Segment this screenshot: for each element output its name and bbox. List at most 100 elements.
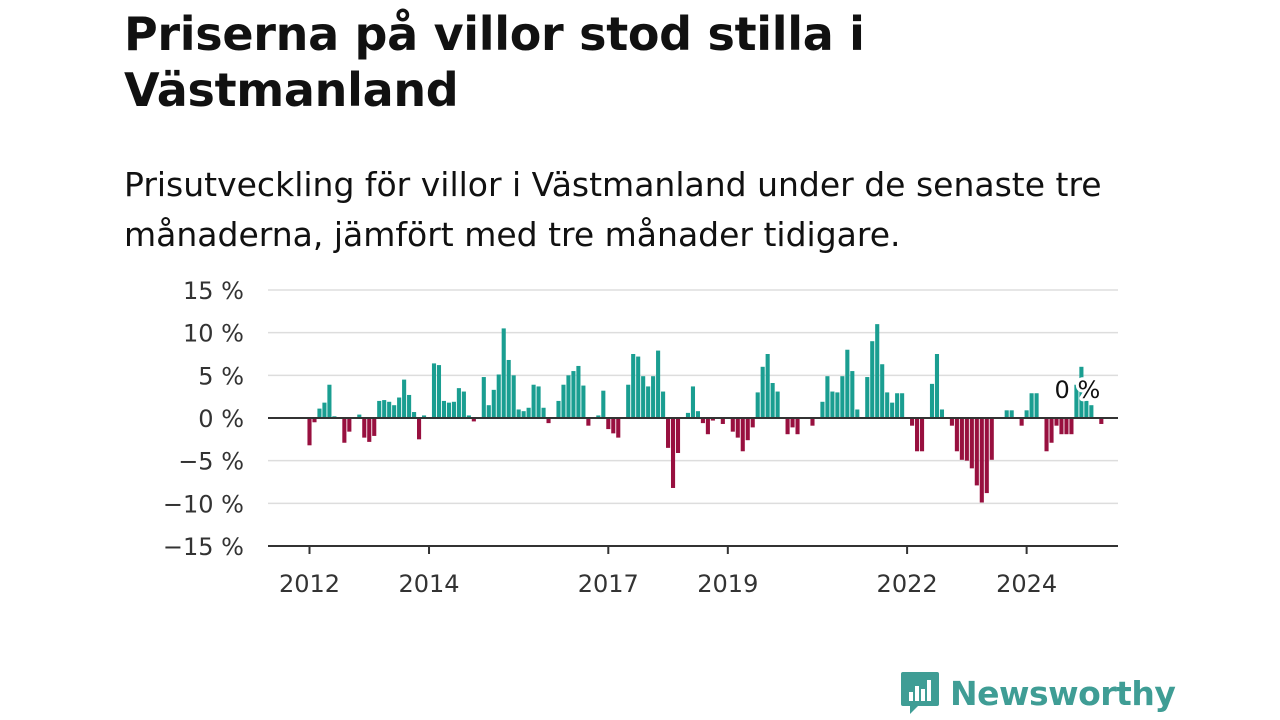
bar [367, 418, 372, 442]
bar [436, 365, 442, 418]
bar [835, 392, 840, 418]
bar [611, 418, 616, 434]
bar [730, 418, 735, 432]
bar [626, 384, 631, 418]
bar [641, 376, 646, 418]
bar [850, 371, 855, 418]
bar [750, 418, 755, 428]
bar [1099, 418, 1104, 424]
bars [307, 324, 1104, 503]
bar [407, 394, 412, 418]
bar [431, 363, 437, 418]
bar [870, 341, 875, 418]
bar [840, 376, 845, 418]
bar [770, 383, 775, 418]
bar [685, 412, 691, 418]
bar [481, 377, 486, 418]
bar [929, 383, 935, 418]
bar [312, 418, 317, 423]
bar [372, 418, 377, 436]
y-tick-label: 15 % [183, 277, 244, 305]
bar [939, 409, 945, 418]
bar [616, 418, 621, 438]
x-axis-ticks: 2012 2014 2017 2019 2022 2024 [279, 546, 1057, 598]
bar [606, 418, 611, 430]
x-tick-label: 2012 [279, 570, 340, 598]
bar [541, 407, 546, 418]
bar [979, 418, 984, 503]
bar [536, 386, 541, 418]
brand-name: Newsworthy [950, 673, 1176, 713]
x-tick-label: 2024 [996, 570, 1057, 598]
y-tick-label: −5 % [178, 448, 244, 476]
bar [347, 418, 352, 432]
bar [377, 400, 382, 418]
x-tick-label: 2022 [877, 570, 938, 598]
bar [531, 384, 536, 418]
bar [451, 401, 456, 418]
bar [511, 375, 516, 418]
bar [865, 377, 870, 418]
y-tick-label: −15 % [163, 533, 244, 561]
bar [526, 407, 531, 418]
bar [501, 328, 506, 418]
bar [421, 415, 427, 418]
bar [656, 350, 661, 418]
bar [382, 400, 387, 418]
bar [954, 418, 959, 452]
bar [327, 384, 332, 418]
bar [705, 418, 710, 435]
bar [974, 418, 979, 486]
bar [596, 415, 601, 418]
bar [581, 385, 586, 418]
bar [1064, 418, 1069, 435]
bar [342, 418, 347, 443]
bar [646, 386, 651, 418]
bar [466, 415, 471, 418]
y-axis-ticks: 15 % 10 % 5 % 0 % −5 % −10 % −15 % [163, 277, 244, 561]
bar [855, 409, 860, 418]
newsworthy-logo-icon [901, 672, 939, 714]
x-tick-label: 2017 [578, 570, 639, 598]
bar [496, 374, 501, 418]
bar [964, 418, 969, 461]
bar [1019, 418, 1024, 426]
bar [1009, 410, 1014, 418]
bar [690, 386, 696, 418]
bar [322, 402, 327, 418]
bar [915, 418, 920, 452]
bar [949, 418, 954, 426]
bar [910, 418, 915, 426]
chart-subtitle: Prisutveckling för villor i Västmanland … [124, 165, 1102, 254]
bar [720, 418, 725, 424]
bar [546, 418, 551, 424]
bar [357, 414, 362, 418]
bar [387, 401, 392, 418]
bar [810, 418, 815, 426]
brand-logo: Newsworthy [900, 668, 1176, 718]
bar [566, 375, 571, 418]
bar [825, 376, 830, 418]
annotations: 0 %0 % [1052, 373, 1104, 407]
bar [491, 389, 496, 418]
bar [760, 366, 765, 418]
bar [506, 359, 511, 418]
bar [461, 391, 466, 418]
bar [456, 388, 461, 418]
bar [1034, 393, 1039, 418]
bar [441, 400, 447, 418]
bar [895, 393, 900, 418]
latest-value-label: 0 % [1055, 376, 1101, 404]
bar [556, 400, 561, 418]
bar [1004, 410, 1009, 418]
bar [900, 393, 905, 418]
bar [700, 418, 705, 424]
y-tick-label: 5 % [198, 362, 244, 390]
bar [989, 418, 994, 460]
bar [1084, 400, 1089, 418]
bar [959, 418, 964, 460]
bar [362, 418, 367, 438]
bar [417, 418, 422, 440]
bar [636, 356, 641, 418]
bar [392, 405, 397, 418]
